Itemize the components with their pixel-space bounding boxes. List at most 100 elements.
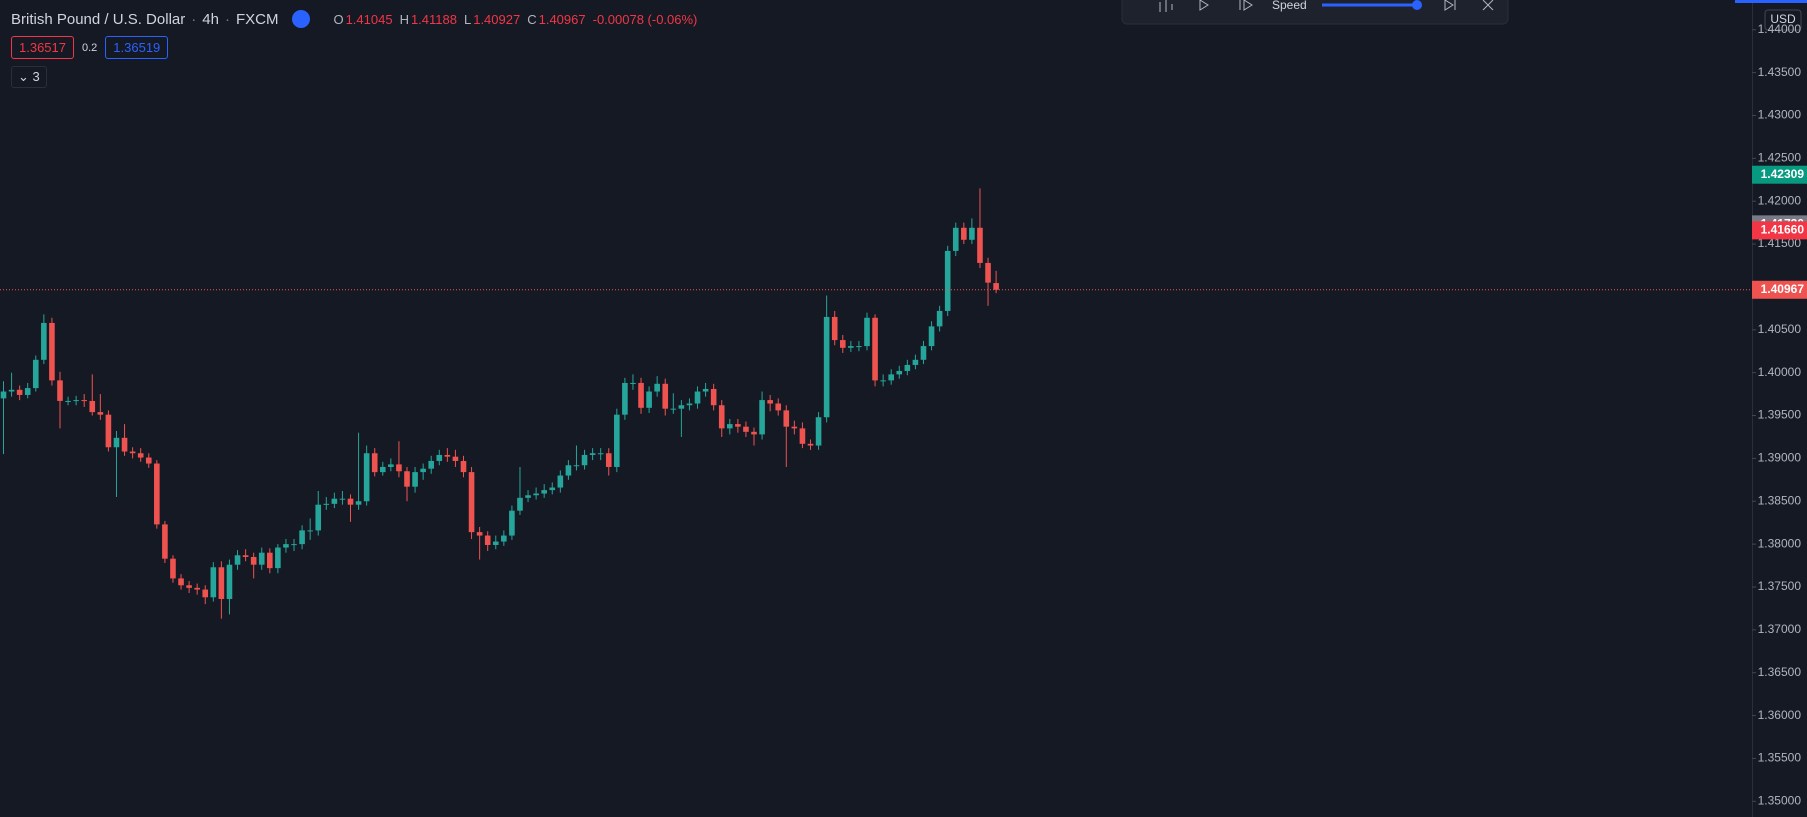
candle-body [315,504,322,531]
candle-body [65,400,71,402]
candle-body [404,471,410,487]
candle-body [242,555,249,557]
h-key: H [399,11,409,27]
spread: 0.2 [82,41,98,54]
candle-body [654,383,660,392]
candle-body [428,460,435,469]
select-bar-button[interactable] [1159,0,1173,12]
candle-body [936,310,943,327]
candle-body [379,466,386,473]
exchange: FXCM [235,10,279,28]
candle-body [170,558,176,579]
candle-body [920,346,927,360]
sell-button[interactable]: 1.36517 [11,36,74,59]
candle-body [16,389,23,395]
candle-body [154,463,160,525]
candle-body [718,405,725,429]
candle-body [775,403,782,411]
candle-body [121,437,128,452]
y-tick-label: 1.40000 [1758,365,1802,379]
candle-body [880,380,886,382]
speed-knob[interactable] [1412,0,1422,10]
candle-body [848,346,854,348]
candle-body [347,498,354,505]
candle-body [57,380,63,401]
symbol: British Pound / U.S. Dollar [11,10,186,28]
candle-body [727,424,733,429]
y-tick-label: 1.35500 [1758,751,1802,765]
play-button[interactable] [1199,0,1209,11]
y-tick-label: 1.36500 [1758,665,1802,679]
candle-body [896,370,903,375]
candle-body [888,374,894,381]
candle-body [710,388,717,406]
replay-icon[interactable] [292,10,311,28]
last-price-label: 1.40967 [1761,282,1805,296]
close-button[interactable] [1482,0,1494,11]
indicators-toggle[interactable]: ⌄ 3 [11,66,47,88]
candle-body [283,544,289,548]
candle-body [355,501,362,505]
interval: 4h [202,10,219,28]
candle-body [105,414,112,448]
candle-body [662,383,669,409]
buy-button[interactable]: 1.36519 [105,36,169,59]
candle-body [492,541,499,545]
candle-body [452,456,459,461]
speed-label: Speed [1272,0,1307,12]
candle-body [670,408,677,410]
candle-body [783,410,790,427]
jump-button[interactable] [1444,0,1456,11]
candle-body [8,389,15,392]
candle-body [759,400,765,435]
candle-body [460,460,467,473]
y-tick-label: 1.36000 [1758,708,1802,722]
currency-button[interactable] [1764,9,1802,31]
candle-body [993,283,999,290]
candle-body [944,250,951,311]
candle-body [622,382,628,415]
high-value: 1.41188 [410,11,457,27]
c-key: C [527,11,537,27]
y-tick-label: 1.44000 [1758,22,1802,36]
candle-body [178,578,184,586]
step-button[interactable] [1239,0,1253,11]
candle-body [751,431,757,435]
y-tick-label: 1.43500 [1758,65,1802,79]
candle-body [646,391,652,408]
candle-body [129,451,136,454]
candle-body [436,454,443,461]
y-tick-label: 1.42000 [1758,193,1802,207]
y-tick-label: 1.39000 [1758,451,1802,465]
candle-body [767,400,773,404]
candle-body [210,567,217,598]
candle-body [743,426,749,432]
candle-body [735,424,741,427]
change: -0.00078 (-0.06%) [592,11,698,27]
candle-body [799,428,806,444]
y-tick-label: 1.38500 [1758,493,1802,507]
y-tick-label: 1.42500 [1758,151,1802,165]
candle-body [331,498,338,504]
candle-body [638,382,644,408]
indicator-count: 3 [32,69,40,84]
candle-body [162,524,168,559]
l-key: L [463,11,472,27]
candle-body [24,388,31,395]
candle-body [41,322,47,360]
candle-body [412,472,418,487]
candle-body [815,417,822,446]
candle-body [831,316,838,341]
candle-body [49,322,55,381]
candle-body [363,453,370,502]
candle-body [509,510,515,536]
candle-body [323,503,330,505]
candle-body [961,227,967,240]
low-value: 1.40927 [473,11,521,27]
candle-body [969,227,975,240]
last-price-tag [1752,280,1807,299]
candle-body [702,388,709,392]
candle-body [97,412,104,415]
